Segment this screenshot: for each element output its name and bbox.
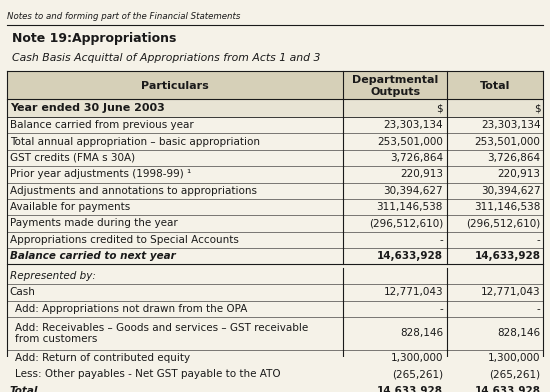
FancyBboxPatch shape: [7, 150, 543, 166]
Text: (265,261): (265,261): [392, 369, 443, 379]
Text: 828,146: 828,146: [400, 328, 443, 338]
FancyBboxPatch shape: [7, 383, 543, 392]
Text: $: $: [534, 103, 541, 113]
FancyBboxPatch shape: [7, 317, 543, 350]
Text: Payments made during the year: Payments made during the year: [9, 218, 177, 229]
Text: 220,913: 220,913: [400, 169, 443, 179]
Text: 253,501,000: 253,501,000: [377, 136, 443, 147]
FancyBboxPatch shape: [7, 133, 543, 150]
Text: Add: Return of contributed equity: Add: Return of contributed equity: [15, 353, 190, 363]
FancyBboxPatch shape: [7, 117, 543, 133]
Text: 14,633,928: 14,633,928: [475, 386, 541, 392]
Text: 1,300,000: 1,300,000: [488, 353, 541, 363]
FancyBboxPatch shape: [7, 99, 543, 117]
FancyBboxPatch shape: [7, 268, 543, 284]
FancyBboxPatch shape: [7, 232, 543, 248]
Text: 253,501,000: 253,501,000: [475, 136, 541, 147]
Text: Balance carried from previous year: Balance carried from previous year: [9, 120, 194, 130]
Text: Appropriations credited to Special Accounts: Appropriations credited to Special Accou…: [9, 235, 239, 245]
Text: Cash Basis Acquittal of Appropriations from Acts 1 and 3: Cash Basis Acquittal of Appropriations f…: [12, 53, 321, 63]
Text: Departmental
Outputs: Departmental Outputs: [352, 75, 438, 97]
FancyBboxPatch shape: [7, 183, 543, 199]
FancyBboxPatch shape: [7, 301, 543, 317]
Text: Add: Appropriations not drawn from the OPA: Add: Appropriations not drawn from the O…: [15, 304, 248, 314]
Text: (296,512,610): (296,512,610): [466, 218, 541, 229]
Text: 12,771,043: 12,771,043: [383, 287, 443, 298]
FancyBboxPatch shape: [7, 71, 543, 99]
Text: 23,303,134: 23,303,134: [383, 120, 443, 130]
FancyBboxPatch shape: [7, 215, 543, 232]
Text: 14,633,928: 14,633,928: [377, 386, 443, 392]
FancyBboxPatch shape: [7, 284, 543, 301]
Text: Prior year adjustments (1998-99) ¹: Prior year adjustments (1998-99) ¹: [9, 169, 191, 179]
Text: 311,146,538: 311,146,538: [474, 202, 541, 212]
Text: (296,512,610): (296,512,610): [368, 218, 443, 229]
FancyBboxPatch shape: [7, 248, 543, 264]
Text: GST credits (FMA s 30A): GST credits (FMA s 30A): [9, 153, 135, 163]
Text: Total: Total: [480, 81, 510, 91]
Text: Balance carried to next year: Balance carried to next year: [9, 251, 175, 261]
Text: -: -: [537, 304, 541, 314]
Text: 14,633,928: 14,633,928: [377, 251, 443, 261]
Text: Less: Other payables - Net GST payable to the ATO: Less: Other payables - Net GST payable t…: [15, 369, 280, 379]
Text: 3,726,864: 3,726,864: [390, 153, 443, 163]
Text: Add: Receivables – Goods and services – GST receivable
from customers: Add: Receivables – Goods and services – …: [15, 323, 309, 344]
Text: Note 19:Appropriations: Note 19:Appropriations: [12, 32, 177, 45]
Text: -: -: [537, 235, 541, 245]
Text: $: $: [436, 103, 443, 113]
FancyBboxPatch shape: [7, 366, 543, 383]
Text: (265,261): (265,261): [490, 369, 541, 379]
Text: Represented by:: Represented by:: [9, 271, 96, 281]
Text: 220,913: 220,913: [497, 169, 541, 179]
Text: 1,300,000: 1,300,000: [390, 353, 443, 363]
Text: Total annual appropriation – basic appropriation: Total annual appropriation – basic appro…: [9, 136, 260, 147]
Text: 12,771,043: 12,771,043: [481, 287, 541, 298]
Text: Year ended 30 June 2003: Year ended 30 June 2003: [9, 103, 164, 113]
FancyBboxPatch shape: [7, 199, 543, 215]
Text: Available for payments: Available for payments: [9, 202, 130, 212]
Text: Adjustments and annotations to appropriations: Adjustments and annotations to appropria…: [9, 186, 257, 196]
Text: -: -: [439, 235, 443, 245]
Text: 23,303,134: 23,303,134: [481, 120, 541, 130]
Text: 3,726,864: 3,726,864: [487, 153, 541, 163]
Text: Cash: Cash: [9, 287, 35, 298]
Text: -: -: [439, 304, 443, 314]
Text: Total: Total: [9, 386, 38, 392]
FancyBboxPatch shape: [7, 350, 543, 366]
Text: Notes to and forming part of the Financial Statements: Notes to and forming part of the Financi…: [7, 12, 240, 21]
Text: 30,394,627: 30,394,627: [481, 186, 541, 196]
Text: Particulars: Particulars: [141, 81, 209, 91]
Text: 311,146,538: 311,146,538: [377, 202, 443, 212]
Text: 30,394,627: 30,394,627: [383, 186, 443, 196]
Text: 828,146: 828,146: [497, 328, 541, 338]
FancyBboxPatch shape: [7, 166, 543, 183]
Text: 14,633,928: 14,633,928: [475, 251, 541, 261]
